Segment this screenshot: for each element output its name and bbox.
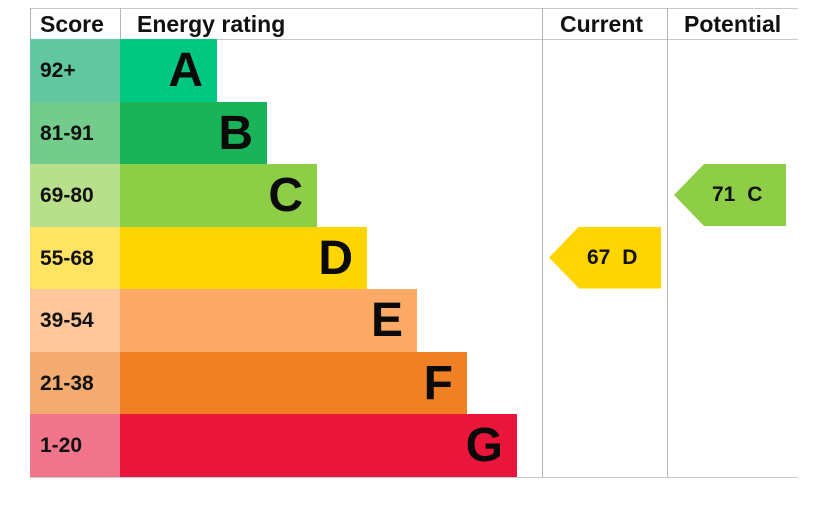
top-border	[30, 8, 798, 9]
col-divider	[542, 8, 543, 477]
rating-bar-b: B	[120, 101, 267, 165]
header-score: Score	[40, 11, 104, 37]
col-divider	[120, 8, 121, 39]
score-range-a: 92+	[30, 39, 120, 102]
score-range-d: 55-68	[30, 226, 120, 290]
score-range-e: 39-54	[30, 289, 120, 352]
col-divider	[30, 8, 31, 39]
rating-bar-g: G	[120, 414, 517, 477]
header-potential: Potential	[684, 11, 782, 37]
rating-bar-c: C	[120, 164, 317, 227]
header-divider	[30, 39, 798, 40]
col-divider	[667, 8, 668, 477]
score-range-b: 81-91	[30, 101, 120, 165]
bottom-border	[30, 477, 798, 478]
header-energy-rating: Energy rating	[137, 11, 286, 37]
rating-bar-e: E	[120, 289, 417, 352]
score-range-g: 1-20	[30, 414, 120, 477]
score-range-f: 21-38	[30, 351, 120, 415]
score-range-c: 69-80	[30, 164, 120, 227]
header-current: Current	[560, 11, 644, 37]
potential-rating-arrow: 71 C	[674, 164, 786, 226]
rating-bar-d: D	[120, 226, 367, 290]
current-rating-arrow: 67 D	[549, 226, 661, 289]
rating-bar-f: F	[120, 351, 467, 415]
rating-bar-a: A	[120, 39, 217, 102]
